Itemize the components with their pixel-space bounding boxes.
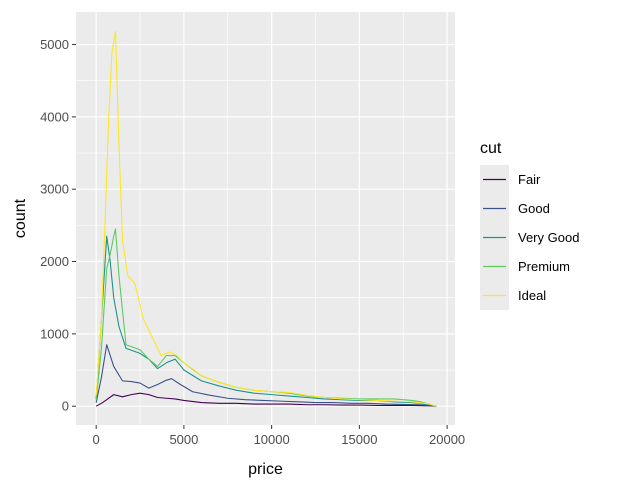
x-axis-title: price [248, 461, 283, 478]
legend-label: Premium [518, 259, 570, 274]
y-tick-label: 4000 [40, 109, 69, 124]
minor-gridlines [76, 12, 455, 425]
x-tick-label: 20000 [429, 432, 465, 447]
plot-panel [76, 12, 455, 425]
series-lines [95, 30, 437, 407]
major-gridlines [76, 12, 455, 425]
y-tick-label: 0 [62, 399, 69, 414]
legend-item-good: Good [480, 194, 550, 223]
series-line-good [95, 344, 437, 407]
legend-item-ideal: Ideal [480, 281, 546, 310]
legend-label: Good [518, 201, 550, 216]
legend-label: Very Good [518, 230, 579, 245]
legend-label: Ideal [518, 288, 546, 303]
legend-title: cut [480, 140, 502, 157]
series-line-fair [95, 392, 437, 407]
series-line-ideal [95, 30, 437, 407]
y-tick-label: 5000 [40, 37, 69, 52]
x-tick-label: 15000 [341, 432, 377, 447]
x-tick-label: 10000 [254, 432, 290, 447]
x-axis: 0 5000 10000 15000 20000 [93, 425, 465, 447]
legend: cut Fair Good Very Good Premium Ideal [480, 140, 579, 310]
x-tick-label: 5000 [169, 432, 198, 447]
y-axis-title: count [12, 198, 29, 238]
y-tick-label: 1000 [40, 326, 69, 341]
legend-item-premium: Premium [480, 252, 570, 281]
x-tick-label: 0 [93, 432, 100, 447]
y-tick-label: 3000 [40, 182, 69, 197]
legend-items: Fair Good Very Good Premium Ideal [480, 165, 579, 310]
y-axis: 0 1000 2000 3000 4000 5000 [40, 37, 76, 414]
legend-item-very-good: Very Good [480, 223, 579, 252]
legend-item-fair: Fair [480, 165, 541, 194]
y-tick-label: 2000 [40, 254, 69, 269]
legend-label: Fair [518, 172, 541, 187]
